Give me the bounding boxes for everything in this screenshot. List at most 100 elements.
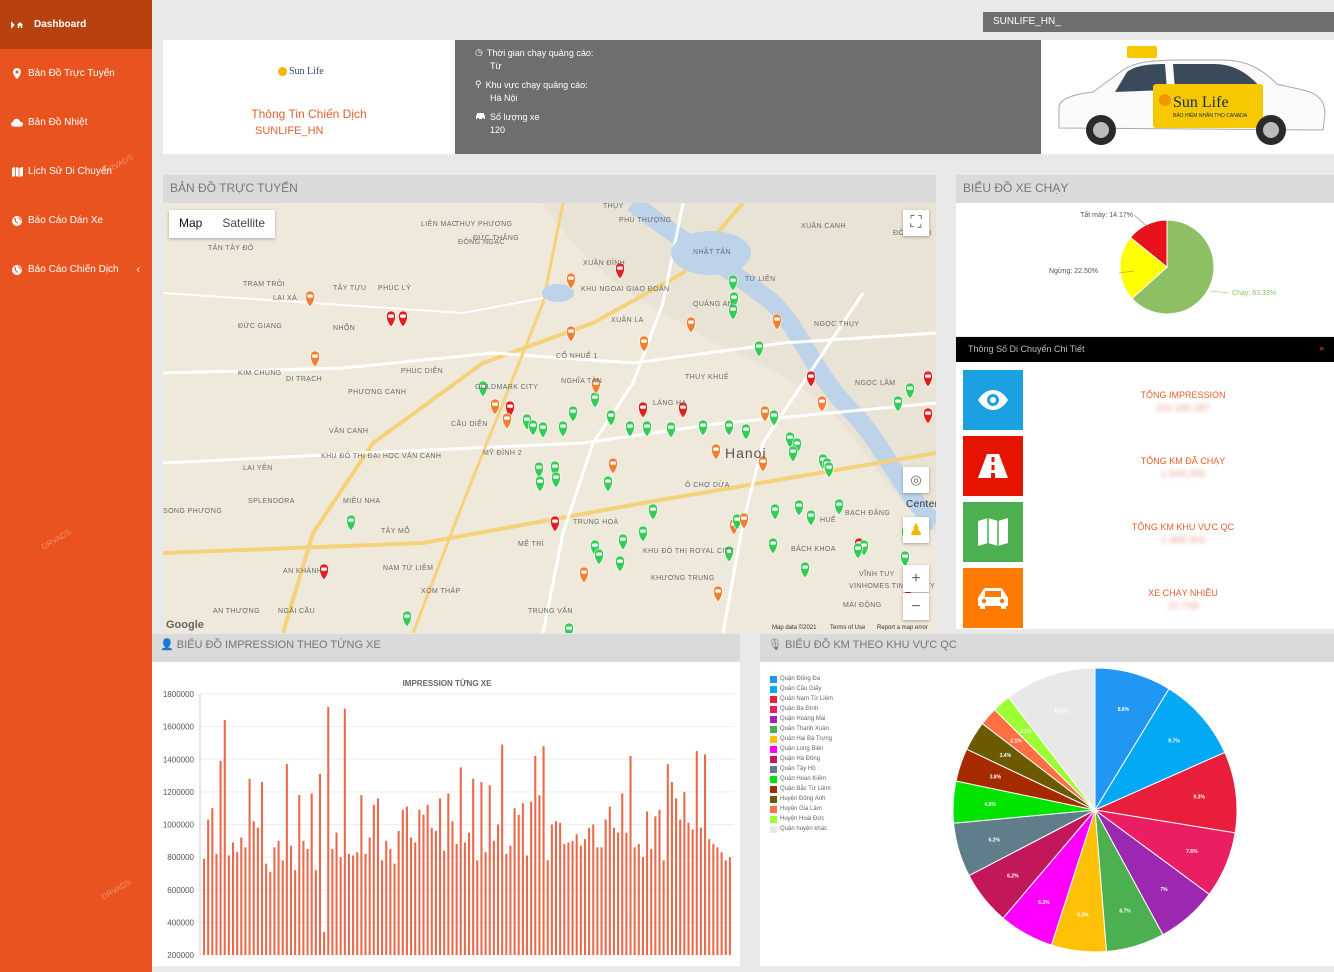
- bar[interactable]: [546, 860, 549, 955]
- zoom-in-button[interactable]: +: [903, 565, 929, 592]
- map-type-map-button[interactable]: Map: [179, 216, 203, 230]
- bar[interactable]: [410, 837, 413, 955]
- bar[interactable]: [397, 831, 400, 955]
- campaign-selector[interactable]: SUNLIFE_HN_: [983, 12, 1334, 32]
- bar[interactable]: [298, 795, 301, 955]
- bar[interactable]: [256, 827, 259, 955]
- bar[interactable]: [728, 857, 731, 955]
- bar[interactable]: [505, 853, 508, 955]
- sidebar-item-campaign-report[interactable]: Báo Cáo Chiến Dịch ‹: [0, 245, 152, 294]
- bar[interactable]: [534, 755, 537, 955]
- car-marker[interactable]: [817, 395, 827, 413]
- car-marker[interactable]: [319, 563, 329, 581]
- car-marker[interactable]: [834, 498, 844, 516]
- car-marker[interactable]: [490, 398, 500, 416]
- bar[interactable]: [517, 814, 520, 955]
- zoom-out-button[interactable]: −: [903, 593, 929, 620]
- car-marker[interactable]: [893, 395, 903, 413]
- car-marker[interactable]: [638, 525, 648, 543]
- bar[interactable]: [265, 863, 268, 955]
- bar[interactable]: [612, 827, 615, 955]
- bar[interactable]: [525, 855, 529, 955]
- bar[interactable]: [575, 834, 578, 955]
- bar[interactable]: [554, 821, 558, 955]
- legend-item[interactable]: Quận Hai Bà Trưng: [770, 734, 833, 744]
- sidebar-item-heatmap[interactable]: Bản Đồ Nhiệt: [0, 98, 152, 147]
- bar[interactable]: [724, 860, 727, 955]
- car-marker[interactable]: [591, 377, 601, 395]
- bar[interactable]: [269, 871, 272, 955]
- car-marker[interactable]: [534, 461, 544, 479]
- car-marker[interactable]: [824, 461, 834, 479]
- bar[interactable]: [550, 824, 553, 956]
- car-marker[interactable]: [558, 420, 568, 438]
- bar[interactable]: [559, 822, 562, 955]
- bar[interactable]: [621, 793, 624, 955]
- bar[interactable]: [447, 793, 450, 955]
- car-marker[interactable]: [760, 405, 770, 423]
- car-marker[interactable]: [711, 443, 721, 461]
- car-marker[interactable]: [853, 542, 863, 560]
- bar[interactable]: [285, 764, 288, 955]
- legend-item[interactable]: Quận Bắc Từ Liêm: [770, 784, 833, 794]
- sidebar-item-online-map[interactable]: Bản Đồ Trực Tuyến: [0, 49, 152, 98]
- sidebar-item-car-report[interactable]: Báo Cáo Dán Xe: [0, 196, 152, 245]
- bar[interactable]: [617, 832, 620, 955]
- bar[interactable]: [277, 840, 280, 955]
- bar[interactable]: [480, 782, 483, 955]
- car-marker[interactable]: [478, 380, 488, 398]
- bar[interactable]: [650, 848, 653, 955]
- fullscreen-icon[interactable]: ⛶: [903, 210, 929, 236]
- bar[interactable]: [248, 778, 251, 955]
- bar[interactable]: [600, 847, 603, 955]
- car-marker[interactable]: [768, 537, 778, 555]
- legend-item[interactable]: Quận Hà Đông: [770, 754, 833, 764]
- bar[interactable]: [215, 853, 218, 955]
- bar[interactable]: [376, 798, 379, 955]
- car-marker[interactable]: [678, 401, 688, 419]
- chevron-left-icon[interactable]: ‹: [136, 263, 140, 276]
- bar[interactable]: [231, 842, 235, 955]
- bar[interactable]: [294, 870, 297, 955]
- bar[interactable]: [343, 708, 346, 955]
- car-marker[interactable]: [615, 555, 625, 573]
- bar[interactable]: [699, 827, 702, 955]
- car-marker[interactable]: [402, 610, 412, 628]
- car-marker[interactable]: [551, 471, 561, 489]
- bar[interactable]: [567, 842, 570, 955]
- legend-item[interactable]: Quận Nam Từ Liêm: [770, 694, 833, 704]
- bar[interactable]: [666, 764, 669, 955]
- car-marker[interactable]: [788, 445, 798, 463]
- bar[interactable]: [368, 837, 371, 955]
- bar[interactable]: [389, 848, 392, 955]
- bar[interactable]: [434, 831, 437, 955]
- bar[interactable]: [530, 801, 533, 955]
- bar[interactable]: [426, 804, 429, 955]
- bar[interactable]: [579, 845, 582, 955]
- car-marker[interactable]: [603, 475, 613, 493]
- bar[interactable]: [472, 778, 475, 955]
- legend-item[interactable]: Quận Hoàng Mai: [770, 714, 833, 724]
- bar[interactable]: [339, 857, 342, 955]
- car-marker[interactable]: [566, 272, 576, 290]
- bar[interactable]: [513, 808, 516, 955]
- bar[interactable]: [637, 844, 640, 955]
- car-marker[interactable]: [594, 548, 604, 566]
- bar[interactable]: [509, 845, 512, 955]
- bar[interactable]: [347, 853, 350, 955]
- car-marker[interactable]: [535, 475, 545, 493]
- bar[interactable]: [629, 755, 632, 955]
- legend-item[interactable]: Quận Tây Hồ: [770, 764, 833, 774]
- car-marker[interactable]: [666, 421, 676, 439]
- bar[interactable]: [372, 804, 375, 955]
- bar[interactable]: [360, 795, 363, 955]
- car-marker[interactable]: [754, 340, 764, 358]
- bar[interactable]: [422, 814, 425, 955]
- bar[interactable]: [588, 827, 591, 955]
- bar[interactable]: [633, 847, 636, 955]
- bar[interactable]: [662, 860, 665, 955]
- car-marker[interactable]: [310, 350, 320, 368]
- car-marker[interactable]: [794, 499, 804, 517]
- bar[interactable]: [385, 840, 388, 955]
- bar[interactable]: [352, 855, 355, 955]
